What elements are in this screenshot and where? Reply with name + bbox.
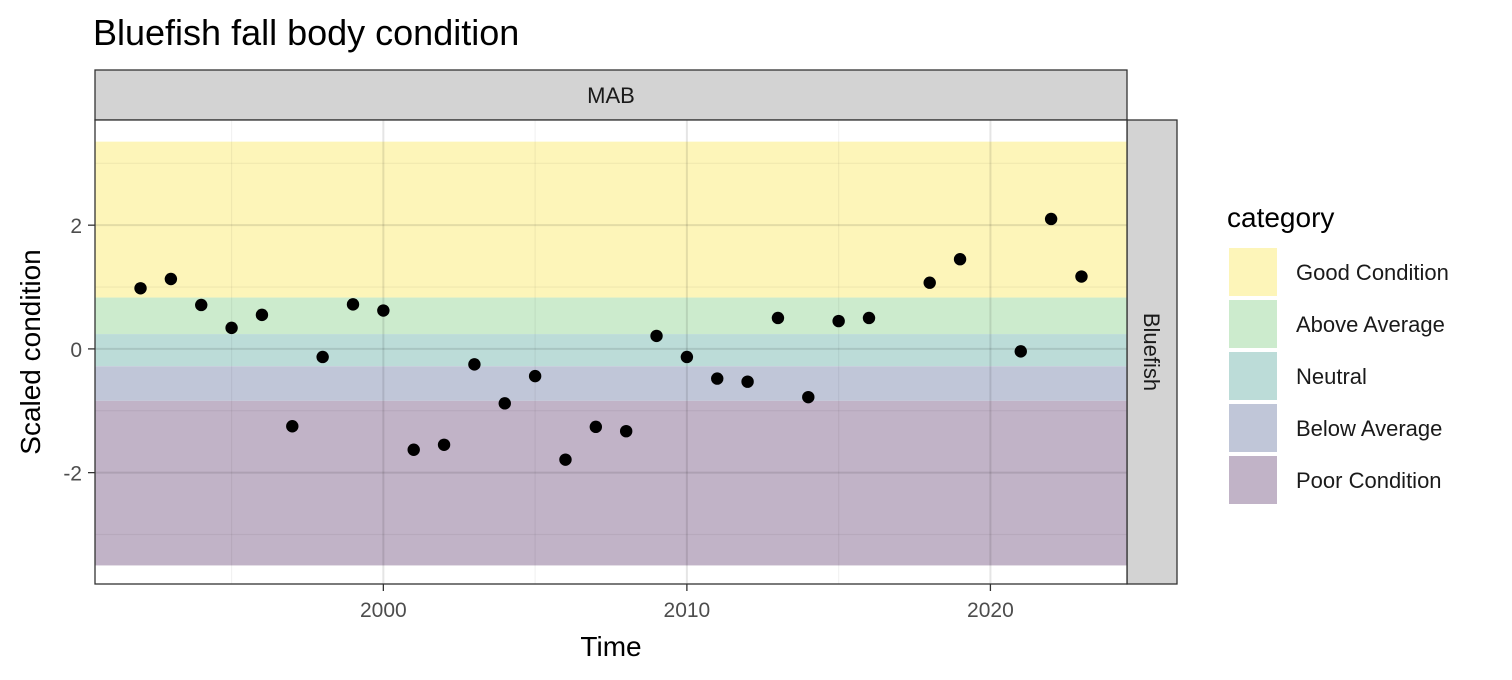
data-point — [164, 272, 178, 286]
panel-border — [94, 119, 1128, 585]
data-point — [741, 375, 754, 388]
band-below-average — [95, 366, 1127, 401]
category-bands — [95, 141, 1127, 566]
data-point — [407, 443, 420, 456]
data-point — [802, 390, 815, 404]
data-point — [286, 420, 299, 433]
legend-key-below-average — [1229, 404, 1277, 452]
facet-label-top: MAB — [587, 83, 635, 108]
legend-key-above-average — [1229, 300, 1277, 348]
legend-key-good-condition — [1229, 248, 1277, 296]
facet-label-right: Bluefish — [1139, 313, 1164, 391]
data-point — [195, 298, 208, 312]
data-point — [650, 329, 663, 343]
x-tick-label: 2020 — [967, 599, 1014, 622]
data-point — [134, 282, 147, 295]
y-tick-label: -2 — [63, 463, 82, 486]
data-point — [1014, 345, 1027, 358]
data-point — [346, 298, 360, 311]
legend-label-good-condition: Good Condition — [1296, 260, 1449, 285]
legend-label-neutral: Neutral — [1296, 364, 1367, 389]
band-poor-condition — [95, 400, 1127, 566]
facet-strip-top — [94, 69, 1128, 121]
data-point — [559, 453, 572, 466]
band-above-average — [95, 297, 1127, 335]
data-point — [528, 369, 542, 383]
data-point — [316, 350, 329, 364]
data-point — [923, 276, 936, 289]
data-point — [255, 308, 269, 322]
facet-strip-right — [1126, 119, 1178, 585]
legend-label-above-average: Above Average — [1296, 312, 1445, 337]
legend-title: category — [1227, 202, 1334, 233]
band-neutral — [95, 334, 1127, 367]
grid-lines — [95, 120, 1127, 584]
x-axis-ticks: 2000 2010 2020 — [360, 584, 1014, 622]
data-point — [377, 304, 390, 317]
data-point — [711, 372, 724, 385]
y-tick-label: 2 — [70, 215, 82, 238]
data-point — [862, 311, 876, 325]
data-points — [134, 212, 1088, 466]
data-point — [225, 321, 238, 335]
band-good-condition — [95, 141, 1127, 298]
data-point — [1044, 212, 1058, 226]
legend-key-poor-condition — [1229, 456, 1277, 504]
x-axis-title: Time — [580, 631, 641, 662]
data-point — [953, 253, 967, 266]
y-axis-ticks: -2 0 2 — [63, 215, 95, 486]
y-axis-title: Scaled condition — [15, 249, 46, 454]
data-point — [437, 438, 451, 451]
data-point — [771, 311, 785, 325]
legend-label-poor-condition: Poor Condition — [1296, 468, 1442, 493]
legend-key-neutral — [1229, 352, 1277, 400]
data-point — [498, 397, 511, 410]
data-point — [619, 424, 633, 438]
data-point — [468, 358, 481, 371]
x-tick-label: 2000 — [360, 599, 407, 622]
data-point — [832, 314, 845, 328]
x-tick-label: 2010 — [664, 599, 711, 622]
data-point — [680, 350, 694, 364]
legend: category Good Condition Above Average Neut… — [1227, 202, 1449, 504]
legend-label-below-average: Below Average — [1296, 416, 1442, 441]
data-point — [1075, 270, 1088, 283]
y-tick-label: 0 — [70, 339, 82, 362]
data-point — [589, 420, 603, 434]
chart-title: Bluefish fall body condition — [93, 12, 519, 53]
